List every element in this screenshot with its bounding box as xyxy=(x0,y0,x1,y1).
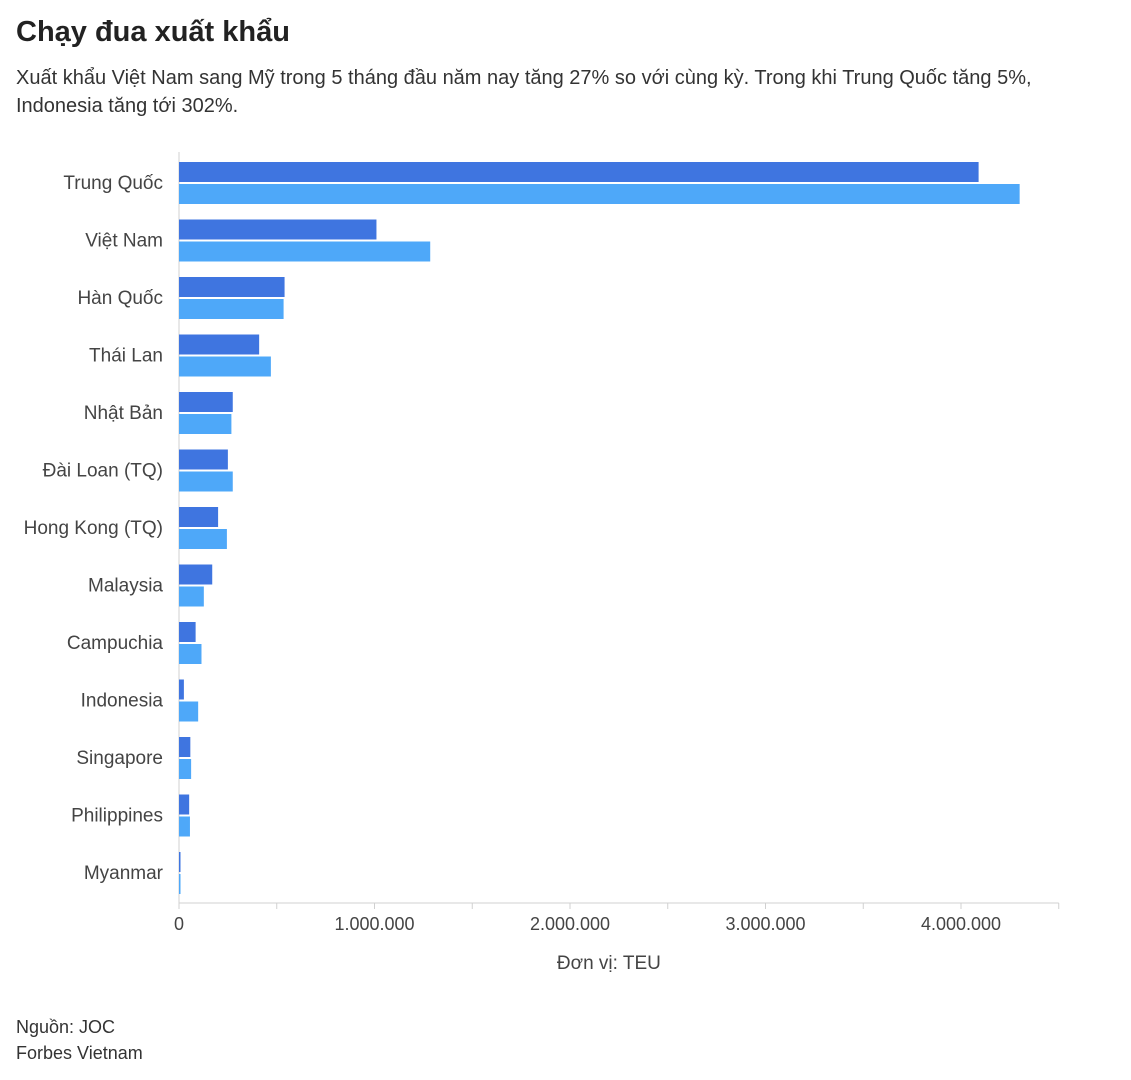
bar-series-1 xyxy=(179,334,260,355)
bar-series-2 xyxy=(179,184,1020,204)
bar-series-2 xyxy=(179,299,284,319)
source-line: Nguồn: JOC xyxy=(16,1017,116,1037)
category-label: Thái Lan xyxy=(89,346,163,367)
bar-series-1 xyxy=(179,679,184,700)
bar-series-2 xyxy=(179,759,192,779)
x-tick-label: 4.000.000 xyxy=(921,914,1001,934)
category-label: Trung Quốc xyxy=(63,173,163,194)
source-note: Nguồn: JOC Forbes Vietnam xyxy=(16,1014,143,1066)
bar-series-2 xyxy=(179,874,181,894)
bar-series-2 xyxy=(179,586,204,607)
bar-series-1 xyxy=(179,794,190,815)
x-tick-label: 3.000.000 xyxy=(725,914,805,934)
bar-series-2 xyxy=(179,529,227,549)
category-label: Campuchia xyxy=(67,633,164,654)
bar-series-1 xyxy=(179,277,285,297)
bar-series-2 xyxy=(179,471,233,492)
x-tick-label: 1.000.000 xyxy=(334,914,414,934)
category-label: Philippines xyxy=(71,806,163,827)
bar-series-1 xyxy=(179,564,213,585)
category-label: Hàn Quốc xyxy=(77,288,163,309)
bar-series-1 xyxy=(179,219,377,240)
chart-subtitle: Xuất khẩu Việt Nam sang Mỹ trong 5 tháng… xyxy=(16,67,1032,117)
bar-series-1 xyxy=(179,162,979,182)
category-label: Hong Kong (TQ) xyxy=(24,518,163,539)
bar-series-2 xyxy=(179,816,190,837)
bar-series-2 xyxy=(179,356,271,377)
bar-series-1 xyxy=(179,852,181,872)
bar-series-1 xyxy=(179,392,233,412)
category-label: Indonesia xyxy=(81,691,164,712)
category-label: Myanmar xyxy=(84,863,164,884)
category-label: Đài Loan (TQ) xyxy=(43,461,163,482)
category-label: Việt Nam xyxy=(85,231,163,252)
bar-chart: 0 1.000.000 2.000.000 3.000.000 4.000.000 Đơn… xyxy=(24,152,1060,974)
bar-series-2 xyxy=(179,701,199,722)
x-tick-label: 2.000.000 xyxy=(530,914,610,934)
bar-series-2 xyxy=(179,241,431,262)
bar-series-2 xyxy=(179,414,232,434)
x-axis-title: Đơn vị: TEU xyxy=(557,953,661,974)
bar-series-1 xyxy=(179,622,196,642)
chart-title: Chạy đua xuất khẩu xyxy=(16,16,290,48)
category-label: Singapore xyxy=(76,748,163,769)
bar-series-1 xyxy=(179,737,191,757)
bar-series-1 xyxy=(179,449,228,470)
category-label: Nhật Bản xyxy=(84,403,163,424)
bar-series-2 xyxy=(179,644,202,664)
publisher-line: Forbes Vietnam xyxy=(16,1043,143,1063)
category-label: Malaysia xyxy=(88,576,163,597)
bar-series-1 xyxy=(179,507,219,527)
x-tick-label: 0 xyxy=(174,914,184,934)
